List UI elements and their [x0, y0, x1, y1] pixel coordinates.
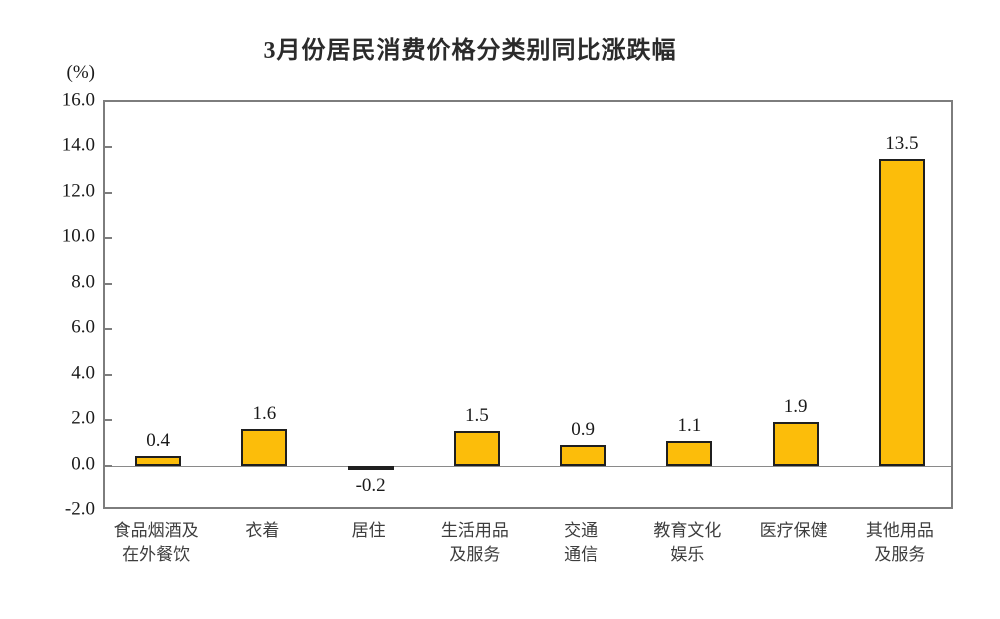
y-tick-label: 12.0 — [61, 180, 95, 202]
bar-2 — [241, 429, 288, 466]
y-tick-label: 8.0 — [71, 271, 95, 293]
x-category-label: 衣着 — [245, 521, 280, 540]
y-tick-label: 2.0 — [71, 407, 95, 429]
x-category-label: 居住 — [351, 521, 386, 540]
chart-title: 3月份居民消费价格分类别同比涨跌幅 — [263, 38, 677, 64]
y-axis-tick — [105, 373, 112, 376]
y-axis-tick — [105, 146, 112, 149]
zero-axis-line — [105, 465, 951, 467]
bar-value-label: -0.2 — [355, 475, 386, 497]
bar-4 — [453, 431, 500, 466]
y-tick-label: -2.0 — [64, 498, 95, 520]
x-category-label: 医疗保健 — [759, 521, 828, 540]
plot-area: 0.4 1.6 -0.2 1.5 0.9 1.1 1.9 13.5 — [103, 100, 953, 509]
bar-3 — [347, 465, 394, 471]
x-category-label: 交通 通信 — [564, 521, 599, 564]
bar-value-label: 1.5 — [465, 405, 489, 427]
bar-value-label: 1.9 — [783, 396, 808, 418]
x-category-label: 教育文化 娱乐 — [653, 521, 722, 564]
y-tick-label: 6.0 — [71, 316, 95, 338]
y-axis-tick — [105, 237, 112, 240]
y-axis-labels: 16.0 14.0 12.0 10.0 8.0 6.0 4.0 2.0 0.0 -2.0 — [0, 91, 95, 519]
y-tick-label: 16.0 — [61, 89, 95, 111]
y-axis-tick — [105, 282, 112, 285]
y-axis-tick — [105, 328, 112, 331]
y-axis-tick — [105, 464, 112, 467]
bar-value-label: 0.4 — [146, 430, 170, 452]
y-tick-label: 0.0 — [71, 453, 95, 475]
bar-value-label: 1.1 — [677, 414, 702, 436]
y-axis-unit-label: (%) — [66, 62, 95, 83]
bar-5 — [560, 445, 607, 466]
bar-value-label: 13.5 — [885, 132, 919, 154]
bar-8 — [878, 158, 925, 466]
x-axis-labels: 食品烟酒及 在外餐饮 衣着 居住 生活用品 及服务 交通 通信 教育文化 娱乐 医疗保健 其他… — [103, 519, 953, 567]
x-category-label: 生活用品 及服务 — [440, 521, 509, 564]
y-axis-tick — [105, 191, 112, 194]
bar-7 — [772, 422, 819, 466]
x-category-label: 其他用品 及服务 — [865, 521, 934, 564]
y-tick-label: 14.0 — [61, 134, 95, 156]
x-category-label: 食品烟酒及 在外餐饮 — [113, 521, 199, 564]
bar-1 — [135, 456, 182, 466]
y-tick-label: 4.0 — [71, 362, 95, 384]
bar-6 — [666, 440, 713, 466]
y-axis-tick — [105, 419, 112, 422]
y-tick-label: 10.0 — [61, 225, 95, 247]
bar-value-label: 0.9 — [571, 419, 595, 441]
bar-value-label: 1.6 — [252, 403, 277, 425]
